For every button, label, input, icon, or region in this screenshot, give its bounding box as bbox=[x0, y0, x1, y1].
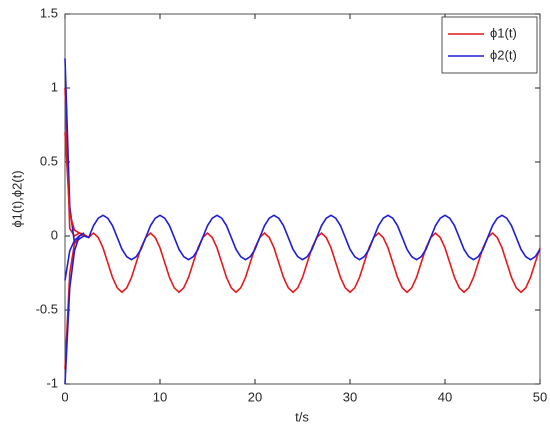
legend-label: ϕ1(t) bbox=[490, 25, 517, 40]
legend-box bbox=[441, 16, 538, 74]
plot-area bbox=[64, 13, 541, 385]
x-tick-label: 30 bbox=[343, 389, 357, 404]
x-tick-label: 50 bbox=[533, 389, 547, 404]
data-line bbox=[64, 132, 85, 236]
y-tick-label: 1 bbox=[51, 79, 58, 94]
legend-label: ϕ2(t) bbox=[490, 47, 517, 62]
x-tick-label: 0 bbox=[61, 389, 68, 404]
x-tick-label: 20 bbox=[248, 389, 262, 404]
y-tick-label: 1.5 bbox=[40, 5, 58, 20]
data-line bbox=[64, 232, 85, 281]
x-tick-label: 40 bbox=[438, 389, 452, 404]
data-line bbox=[64, 58, 541, 261]
x-axis-label: t/s bbox=[295, 409, 309, 424]
y-tick-label: -1 bbox=[46, 375, 58, 390]
x-tick-label: 10 bbox=[153, 389, 167, 404]
y-tick-label: 0 bbox=[51, 227, 58, 242]
y-axis-label: ϕ1(t),ϕ2(t) bbox=[9, 170, 24, 227]
y-tick-label: -0.5 bbox=[36, 301, 58, 316]
y-tick-label: 0.5 bbox=[40, 153, 58, 168]
